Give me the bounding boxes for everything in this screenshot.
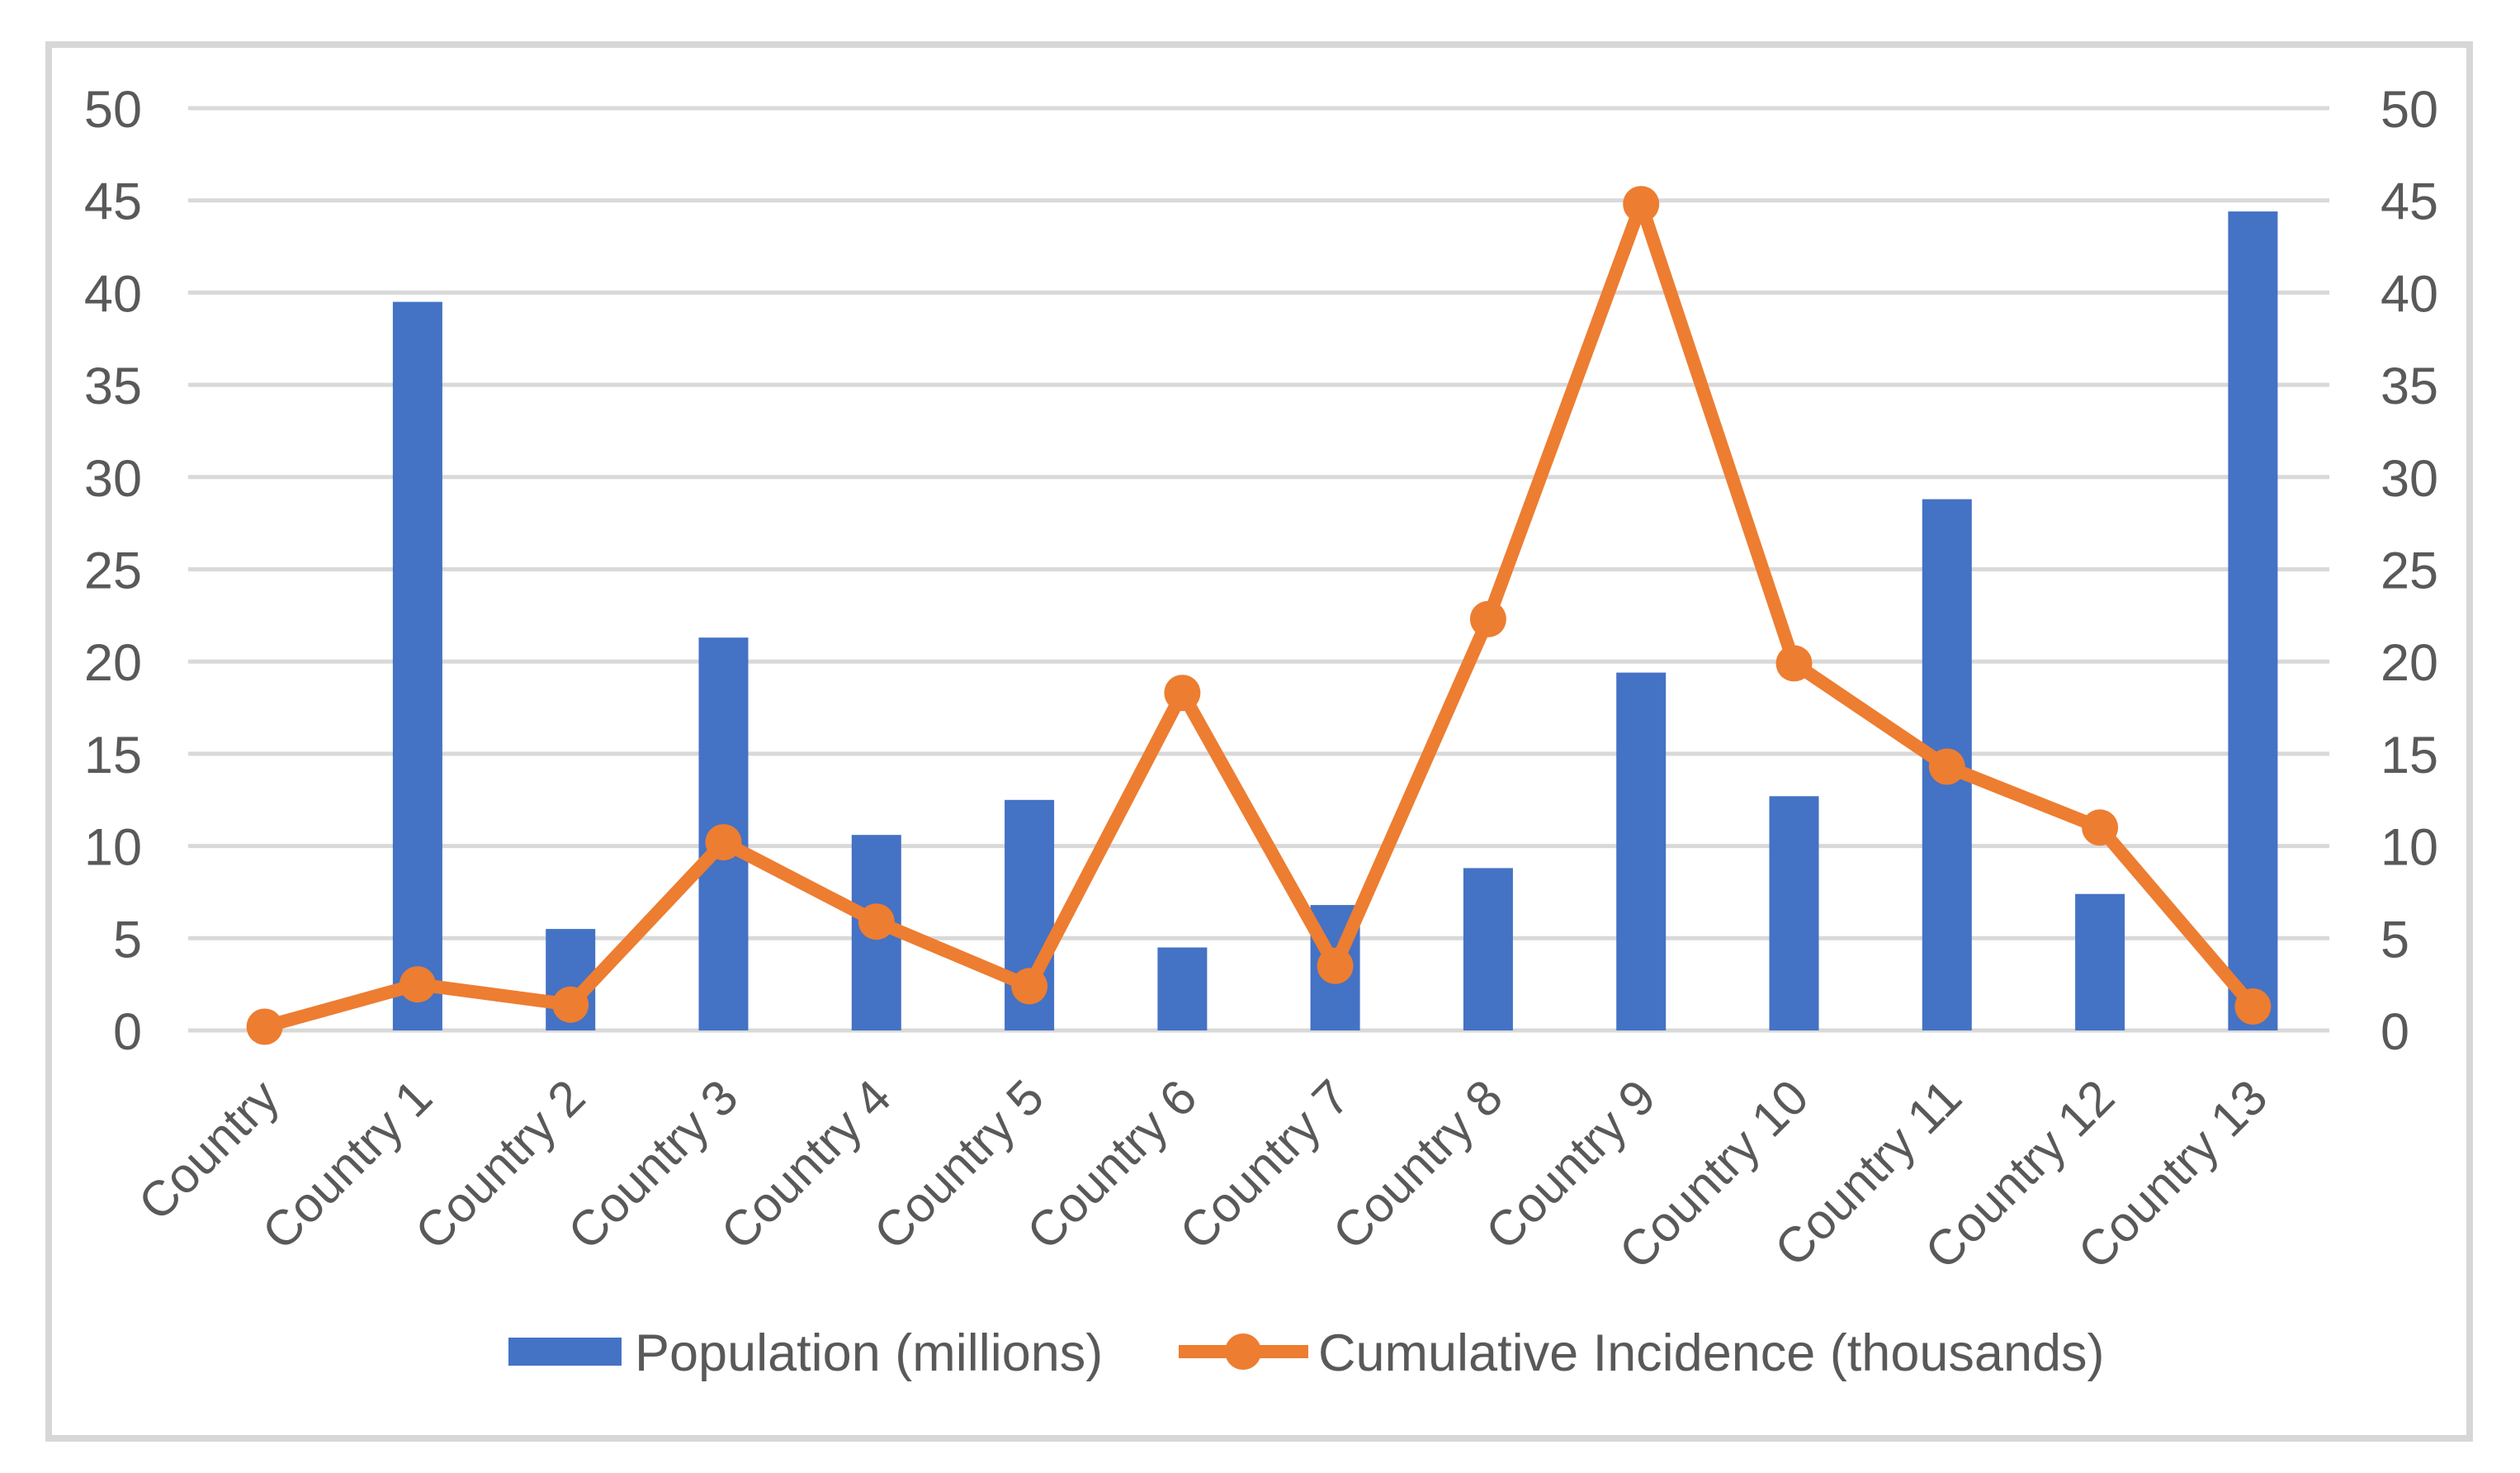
svg-text:35: 35 [84,358,142,415]
svg-text:30: 30 [2381,450,2438,508]
svg-text:50: 50 [84,81,142,139]
svg-text:30: 30 [84,450,142,508]
svg-text:10: 10 [84,819,142,877]
svg-text:40: 40 [84,265,142,323]
svg-text:20: 20 [2381,634,2438,692]
svg-text:Population (millions): Population (millions) [635,1324,1103,1382]
svg-text:25: 25 [2381,542,2438,600]
svg-text:Cumulative Incidence (thousand: Cumulative Incidence (thousands) [1318,1324,2105,1382]
svg-text:40: 40 [2381,265,2438,323]
svg-text:5: 5 [113,911,142,969]
svg-text:15: 15 [2381,727,2438,784]
svg-text:5: 5 [2381,911,2409,969]
svg-text:0: 0 [113,1003,142,1061]
svg-text:20: 20 [84,634,142,692]
svg-text:25: 25 [84,542,142,600]
svg-text:45: 45 [2381,173,2438,231]
svg-text:0: 0 [2381,1003,2409,1061]
svg-text:10: 10 [2381,819,2438,877]
svg-text:15: 15 [84,727,142,784]
svg-text:45: 45 [84,173,142,231]
svg-text:50: 50 [2381,81,2438,139]
svg-text:35: 35 [2381,358,2438,415]
